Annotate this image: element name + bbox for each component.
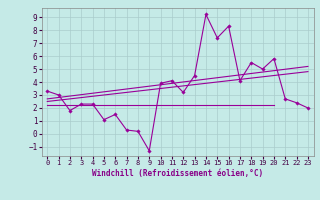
X-axis label: Windchill (Refroidissement éolien,°C): Windchill (Refroidissement éolien,°C) — [92, 169, 263, 178]
